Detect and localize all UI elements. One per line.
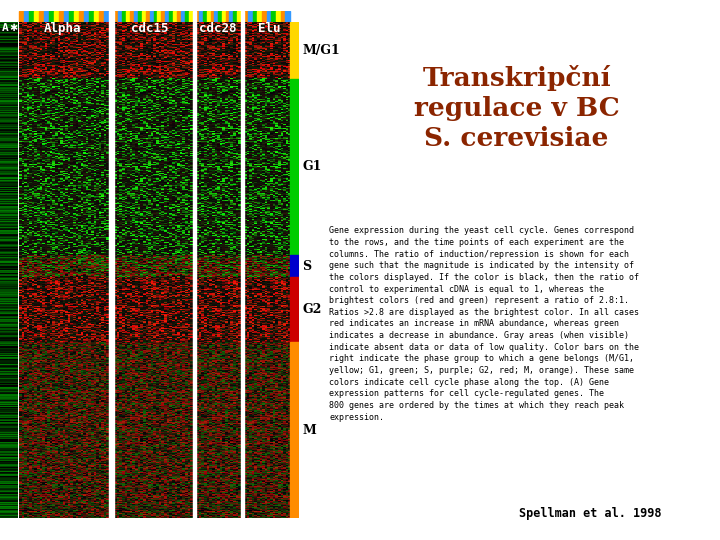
Bar: [161, 11, 166, 22]
Bar: [199, 11, 203, 22]
Bar: [290, 342, 299, 518]
Bar: [177, 11, 181, 22]
Bar: [240, 11, 243, 22]
Bar: [104, 11, 109, 22]
Text: cdc28: cdc28: [199, 22, 237, 35]
Bar: [89, 11, 94, 22]
Bar: [193, 11, 196, 22]
Bar: [142, 11, 145, 22]
Text: M: M: [302, 424, 316, 437]
Bar: [290, 255, 299, 278]
Bar: [158, 11, 161, 22]
Bar: [114, 11, 118, 22]
Bar: [145, 11, 150, 22]
Bar: [79, 11, 84, 22]
Bar: [189, 11, 193, 22]
Text: ✱: ✱: [9, 23, 17, 33]
Bar: [215, 11, 218, 22]
Bar: [281, 11, 285, 22]
Text: G1: G1: [302, 160, 322, 173]
Bar: [225, 11, 230, 22]
Bar: [290, 79, 299, 255]
Bar: [35, 11, 40, 22]
Text: M/G1: M/G1: [302, 44, 340, 57]
Bar: [118, 11, 122, 22]
Bar: [138, 11, 142, 22]
Bar: [290, 278, 299, 342]
Bar: [196, 11, 199, 22]
Bar: [237, 11, 240, 22]
Text: Elu: Elu: [258, 22, 280, 35]
Bar: [276, 11, 281, 22]
Bar: [126, 11, 130, 22]
Bar: [30, 11, 35, 22]
Bar: [153, 11, 158, 22]
Bar: [64, 11, 69, 22]
Bar: [181, 11, 185, 22]
Bar: [134, 11, 138, 22]
Bar: [258, 11, 262, 22]
Text: Spellman et al. 1998: Spellman et al. 1998: [518, 507, 661, 519]
Bar: [290, 22, 299, 79]
Bar: [233, 11, 237, 22]
Bar: [243, 11, 248, 22]
Bar: [40, 11, 45, 22]
Bar: [248, 11, 253, 22]
Bar: [169, 11, 173, 22]
Bar: [130, 11, 134, 22]
Bar: [69, 11, 74, 22]
Text: Alpha: Alpha: [44, 22, 81, 35]
Bar: [173, 11, 177, 22]
Bar: [285, 11, 290, 22]
Bar: [222, 11, 225, 22]
Bar: [19, 11, 24, 22]
Bar: [193, 22, 196, 518]
Bar: [45, 11, 49, 22]
Bar: [230, 11, 233, 22]
Bar: [271, 11, 276, 22]
Bar: [266, 11, 271, 22]
Bar: [109, 22, 114, 518]
Bar: [122, 11, 126, 22]
Bar: [211, 11, 215, 22]
Bar: [54, 11, 59, 22]
Bar: [240, 22, 243, 518]
Text: Transkripční
regulace v BC
S. cerevisiae: Transkripční regulace v BC S. cerevisiae: [414, 65, 619, 151]
Bar: [253, 11, 258, 22]
Bar: [262, 11, 266, 22]
Text: G2: G2: [302, 303, 322, 316]
Bar: [74, 11, 79, 22]
Bar: [109, 11, 114, 22]
Text: A: A: [1, 23, 8, 33]
Bar: [218, 11, 222, 22]
Bar: [49, 11, 54, 22]
Bar: [99, 11, 104, 22]
Bar: [59, 11, 64, 22]
Bar: [84, 11, 89, 22]
Bar: [24, 11, 30, 22]
Bar: [207, 11, 211, 22]
Text: cdc15: cdc15: [130, 22, 168, 35]
Text: S: S: [302, 260, 312, 273]
Bar: [185, 11, 189, 22]
Bar: [94, 11, 99, 22]
Bar: [166, 11, 169, 22]
Text: Gene expression during the yeast cell cycle. Genes correspond
to the rows, and t: Gene expression during the yeast cell cy…: [330, 226, 639, 422]
Bar: [150, 11, 153, 22]
Bar: [203, 11, 207, 22]
